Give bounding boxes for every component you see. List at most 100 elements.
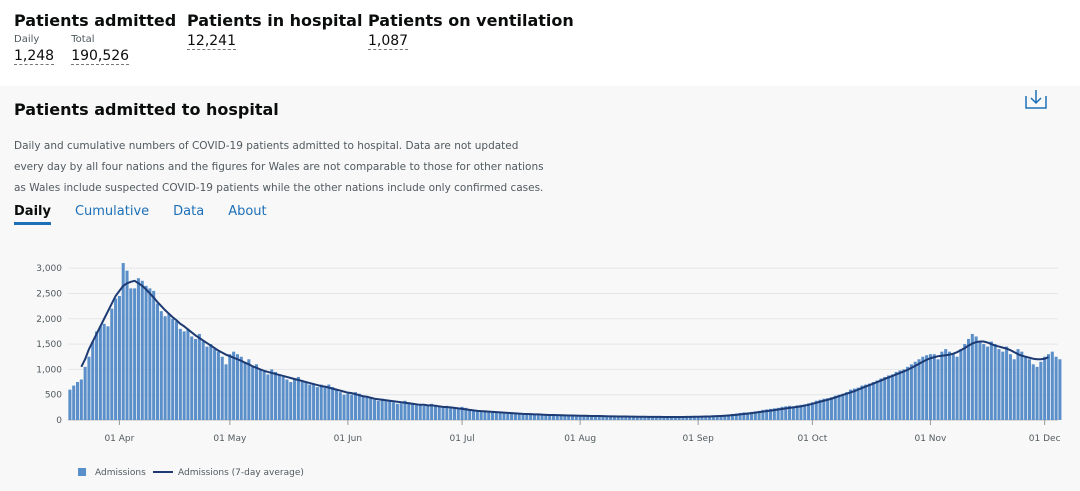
bar xyxy=(742,412,746,420)
bar xyxy=(506,413,510,420)
bar xyxy=(639,416,643,420)
bar xyxy=(372,399,377,420)
bar xyxy=(1050,351,1054,420)
bar xyxy=(251,366,255,420)
bar xyxy=(159,311,163,420)
bar xyxy=(235,354,239,420)
bar xyxy=(959,349,963,420)
bar xyxy=(738,412,742,420)
bar xyxy=(418,404,422,420)
bar xyxy=(757,410,761,420)
bar xyxy=(955,356,959,420)
bar xyxy=(1035,366,1039,420)
bar xyxy=(182,331,186,420)
bar xyxy=(384,399,388,420)
metric-value[interactable]: 12,241 xyxy=(187,33,236,50)
bar xyxy=(818,399,822,420)
bar xyxy=(433,404,437,420)
bar xyxy=(570,415,575,420)
metric-value[interactable]: 1,087 xyxy=(368,33,409,50)
bar xyxy=(574,415,578,420)
x-tick-label: 01 Nov xyxy=(914,434,947,444)
bar xyxy=(768,408,773,420)
bar xyxy=(1054,356,1058,420)
bar xyxy=(772,408,776,420)
bar xyxy=(152,290,156,420)
metric-value[interactable]: 190,526 xyxy=(71,48,130,65)
bar xyxy=(323,387,327,420)
tab[interactable]: About xyxy=(228,204,267,219)
bar xyxy=(909,364,913,420)
bar xyxy=(723,414,727,420)
bar xyxy=(445,405,449,420)
bar xyxy=(350,394,354,420)
bar xyxy=(719,415,723,420)
bar xyxy=(947,351,952,420)
bar xyxy=(917,359,921,420)
metric: 1,087 xyxy=(368,30,409,50)
bar xyxy=(784,406,788,420)
bar xyxy=(620,416,624,420)
stat-card: Patients admitted Daily 1,248 Total 190,52… xyxy=(14,11,176,65)
bar xyxy=(780,406,784,420)
bar xyxy=(829,397,833,420)
bar xyxy=(791,406,795,420)
bar xyxy=(98,326,102,420)
bar xyxy=(357,393,361,420)
bar xyxy=(171,318,175,420)
bar xyxy=(689,416,693,420)
bar xyxy=(319,384,323,420)
bar xyxy=(669,416,674,420)
bar xyxy=(312,384,316,420)
bar xyxy=(83,366,87,420)
bar xyxy=(517,413,521,420)
bar xyxy=(643,416,647,420)
bar xyxy=(1016,349,1020,420)
bar xyxy=(807,403,811,420)
tabs: Daily Cumulative Data About xyxy=(14,204,291,225)
bar xyxy=(1043,356,1047,420)
tab[interactable]: Daily xyxy=(14,204,51,225)
bar xyxy=(452,408,457,420)
bar xyxy=(544,414,548,420)
y-tick-label: 500 xyxy=(45,391,62,401)
metric: Daily 1,248 xyxy=(14,30,55,65)
bar xyxy=(220,356,224,420)
metric-label: Daily xyxy=(14,34,40,45)
bar xyxy=(468,409,472,420)
bar xyxy=(422,405,426,420)
metric-value[interactable]: 1,248 xyxy=(14,48,55,65)
bar xyxy=(727,414,731,420)
stat-title: Patients on ventilation xyxy=(368,11,574,30)
bar xyxy=(612,416,616,420)
bar xyxy=(974,336,978,420)
tab[interactable]: Cumulative xyxy=(74,204,150,219)
bar xyxy=(1027,359,1031,420)
bar xyxy=(803,404,807,420)
bar xyxy=(871,382,875,420)
chart-panel: Patients admitted to hospital Daily and … xyxy=(0,86,1080,491)
bar xyxy=(331,387,335,420)
bar xyxy=(551,415,556,420)
bar xyxy=(125,270,129,420)
download-icon[interactable] xyxy=(1024,88,1048,110)
bar xyxy=(635,416,639,420)
bar xyxy=(213,349,217,420)
bar xyxy=(609,416,613,420)
bar xyxy=(491,411,495,420)
bar xyxy=(365,397,369,420)
stat-card: Patients in hospital 12,241 xyxy=(187,11,362,50)
bar xyxy=(814,400,818,420)
bar xyxy=(498,411,502,420)
bar xyxy=(148,288,152,420)
bar xyxy=(521,413,525,420)
bar xyxy=(483,410,487,420)
bar xyxy=(761,409,765,420)
bar xyxy=(1024,356,1028,420)
tab[interactable]: Data xyxy=(173,204,205,219)
x-tick-label: 01 May xyxy=(213,434,247,444)
bar xyxy=(144,285,148,420)
bar xyxy=(243,361,247,420)
bar xyxy=(346,393,350,420)
bar xyxy=(293,379,297,420)
